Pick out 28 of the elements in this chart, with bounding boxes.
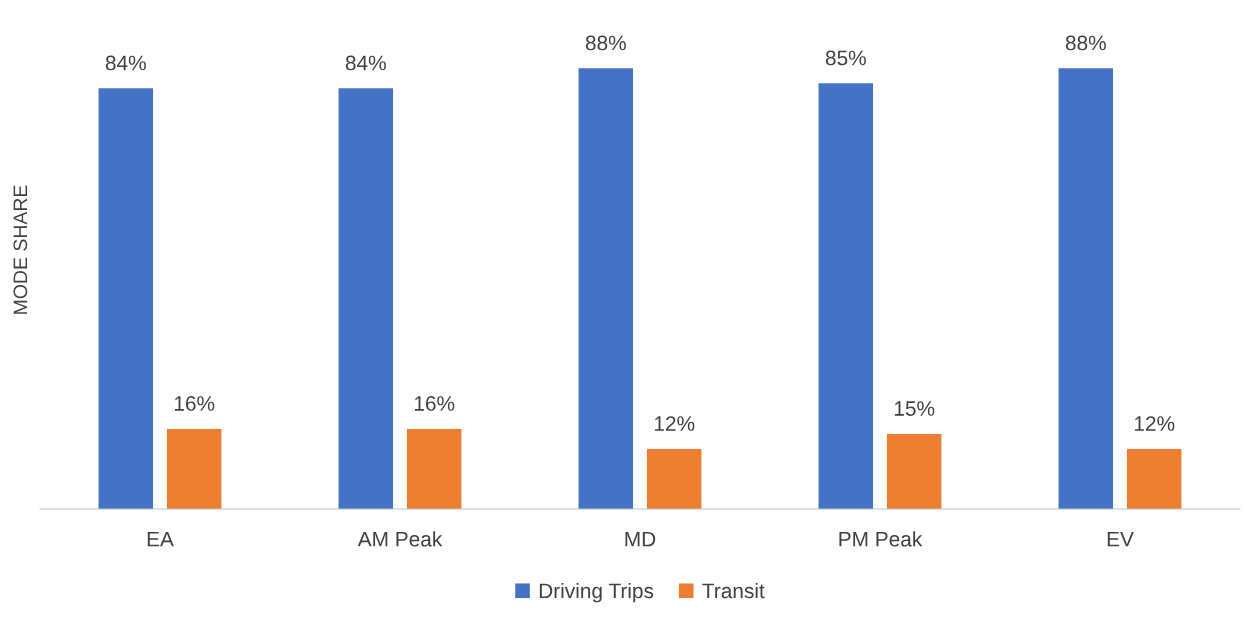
x-tick-label: MD [625,531,656,547]
data-label: 16% [414,396,455,411]
bar [406,428,462,509]
x-tick-label: EA [147,531,174,547]
bar [98,88,154,509]
bar [646,448,702,509]
x-tick-label: AM Peak [357,531,443,547]
data-label: 15% [894,401,935,416]
x-tick-label: PM Peak [839,531,923,547]
data-label: 12% [654,416,695,431]
bar [1058,68,1114,509]
data-label: 85% [825,50,866,66]
data-label: 84% [345,55,386,71]
bar [338,88,394,509]
bar [886,433,942,509]
bar [166,428,222,509]
data-label: 88% [585,35,626,51]
data-label: 12% [1134,416,1175,431]
legend-label: Driving Trips [539,582,654,603]
x-tick-label: EV [1107,531,1134,547]
bar [818,83,874,509]
data-label: 16% [174,396,215,411]
data-label: 84% [105,55,146,71]
bar [578,68,634,509]
bar [1126,448,1182,509]
legend-label: Transit [702,582,765,599]
y-axis-title: MODE SHARE [13,185,28,314]
data-label: 88% [1065,35,1106,51]
